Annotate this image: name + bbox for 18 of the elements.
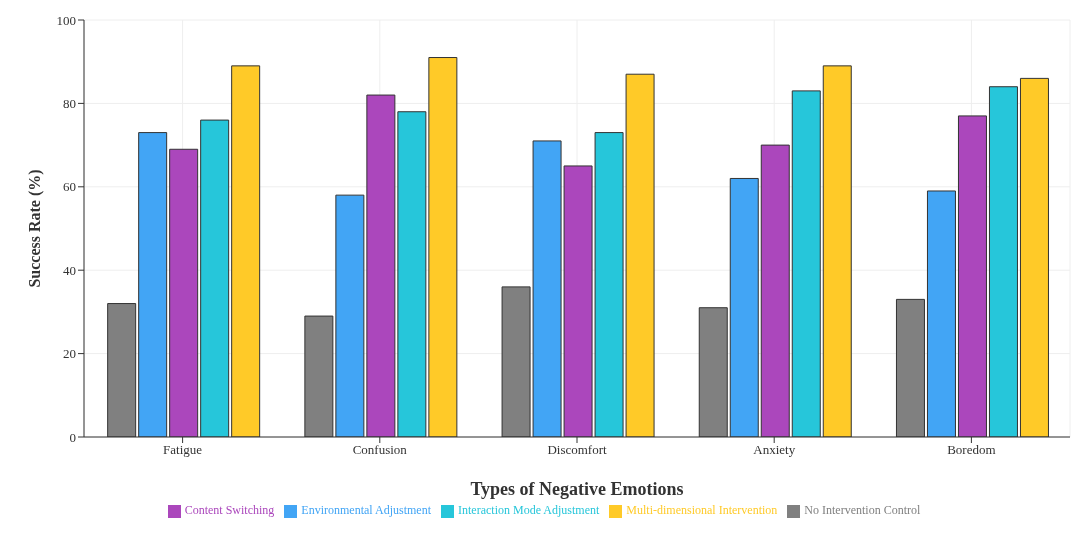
x-tick-label: Confusion [352,442,408,458]
legend-label: Content Switching [184,503,275,517]
legend-label: No Intervention Control [804,503,921,517]
legend-label: Multi-dimensional Intervention [626,503,778,517]
legend-label: Environmental Adjustment [301,503,432,517]
legend-label: Interaction Mode Adjustment [458,503,600,517]
x-tick-label: Discomfort [547,442,607,458]
y-axis-title: Success Rate (%) [25,169,44,288]
y-tick-label: 40 [63,262,76,278]
y-tick-label: 0 [69,429,76,445]
x-axis-title: Types of Negative Emotions [470,479,684,499]
x-tick-label: Fatigue [163,442,203,458]
y-tick-label: 20 [63,346,76,362]
y-tick-label: 60 [63,179,76,195]
x-tick-label: Boredom [947,442,996,458]
y-tick-label: 80 [63,96,76,112]
y-tick-label: 100 [56,12,76,28]
x-tick-label: Anxiety [753,442,796,458]
